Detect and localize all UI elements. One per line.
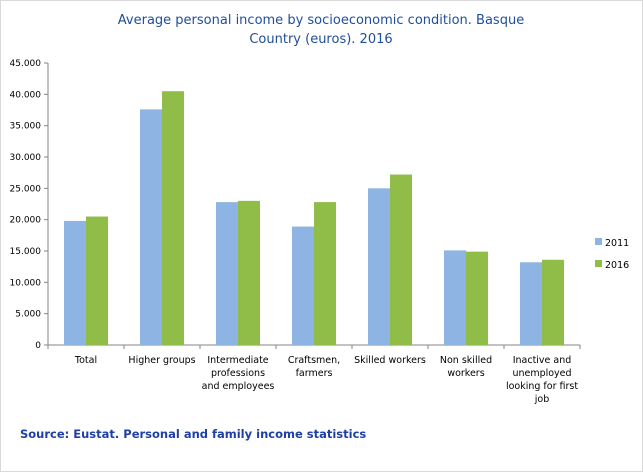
category-label: Intermediate professions and employees [202, 355, 275, 392]
y-tick-label: 45.000 [10, 59, 42, 69]
bar-2016 [542, 259, 564, 345]
chart-axes: 0 5.000 10.000 15.000 20.000 25.000 30.000 35.0… [10, 59, 580, 351]
bar-2011 [64, 220, 86, 345]
bar-2011 [520, 262, 542, 345]
bar-2011 [292, 226, 314, 345]
bar-2016 [86, 216, 108, 345]
chart-title-line: Average personal income by socioeconomic… [118, 13, 524, 28]
y-tick-label: 20.000 [10, 216, 42, 226]
category-label: Craftsmen, farmers [288, 355, 340, 379]
bar-2016 [466, 251, 488, 345]
y-tick-label: 30.000 [10, 153, 42, 163]
legend-swatch-2011 [595, 238, 602, 245]
y-tick-label: 25.000 [10, 184, 42, 194]
y-tick-label: 35.000 [10, 122, 42, 132]
bar-2016 [238, 200, 260, 345]
category-label: Higher groups [128, 355, 195, 366]
y-tick-label: 15.000 [10, 247, 42, 257]
legend-swatch-2016 [595, 260, 602, 267]
bar-2011 [368, 188, 390, 345]
category-labels: Total Higher groups Intermediate profession… [47, 345, 581, 405]
bar-2016 [390, 174, 412, 345]
bar-2011 [444, 250, 466, 345]
chart-bars [64, 91, 564, 345]
chart-title-line: Country (euros). 2016 [249, 32, 392, 47]
category-label: Total [74, 355, 97, 366]
y-tick-label: 10.000 [10, 278, 42, 288]
bar-2016 [314, 202, 336, 345]
category-label: Non skilled workers [440, 355, 492, 379]
y-tick-label: 5.000 [15, 310, 41, 320]
category-label: Skilled workers [354, 355, 426, 366]
legend-label-2011: 2011 [605, 238, 629, 249]
bar-2011 [216, 202, 238, 345]
chart-title: Average personal income by socioeconomic… [118, 13, 524, 47]
y-tick-label: 40.000 [10, 90, 42, 100]
y-tick-label: 0 [35, 341, 41, 351]
bar-2016 [162, 91, 184, 345]
legend-label-2016: 2016 [605, 260, 629, 271]
bar-2011 [140, 109, 162, 345]
category-label: Inactive and unemployed looking for first j… [506, 355, 578, 405]
legend: 2011 2016 [595, 238, 629, 271]
source-note: Source: Eustat. Personal and family inco… [20, 427, 367, 441]
